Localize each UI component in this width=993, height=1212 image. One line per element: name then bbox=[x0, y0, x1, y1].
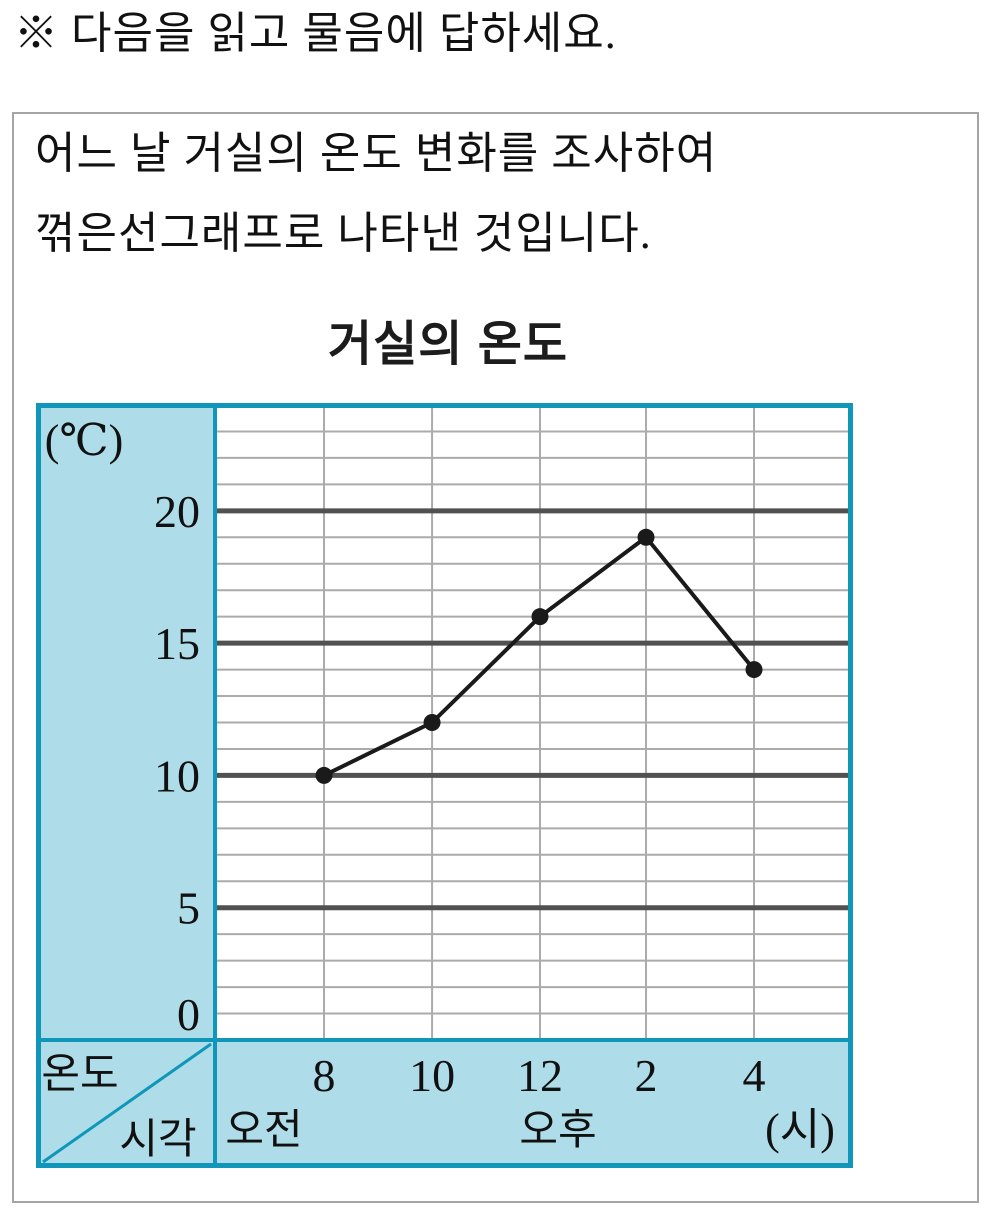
chart-title: 거실의 온도 bbox=[327, 318, 569, 371]
x-tick-label: 2 bbox=[635, 1050, 658, 1101]
x-tick-label: 4 bbox=[743, 1050, 766, 1101]
data-point bbox=[745, 661, 763, 679]
instruction-text: ※ 다음을 읽고 물음에 답하세요. bbox=[14, 9, 617, 58]
corner-diagonal bbox=[42, 1042, 212, 1164]
y-tick-label: 20 bbox=[154, 486, 200, 537]
x-tick-label: 10 bbox=[409, 1050, 455, 1101]
x-period-label-pm: 오후 bbox=[519, 1108, 596, 1154]
x-axis-unit-label: (시) bbox=[765, 1105, 835, 1154]
chart-frame bbox=[36, 403, 853, 1168]
corner-col-label: 시각 bbox=[119, 1117, 196, 1163]
corner-row-label: 온도 bbox=[41, 1052, 118, 1098]
x-tick-label: 12 bbox=[517, 1050, 563, 1101]
description-line-2: 꺾은선그래프로 나타낸 것입니다. bbox=[35, 209, 652, 258]
x-period-label-am: 오전 bbox=[225, 1108, 302, 1154]
y-axis-unit-label: (℃) bbox=[45, 416, 124, 465]
description-line-1: 어느 날 거실의 온도 변화를 조사하여 bbox=[35, 129, 718, 178]
problem-box: 어느 날 거실의 온도 변화를 조사하여 꺾은선그래프로 나타낸 것입니다. 거… bbox=[12, 112, 979, 1203]
y-tick-label: 10 bbox=[154, 750, 200, 801]
description-text: 어느 날 거실의 온도 변화를 조사하여 꺾은선그래프로 나타낸 것입니다. bbox=[35, 114, 717, 274]
data-point bbox=[637, 528, 655, 546]
data-point bbox=[315, 766, 333, 784]
data-point bbox=[531, 608, 549, 626]
y-tick-label: 0 bbox=[177, 989, 200, 1040]
x-tick-label: 8 bbox=[313, 1050, 336, 1101]
y-tick-label: 15 bbox=[154, 618, 200, 669]
y-tick-label: 5 bbox=[177, 883, 200, 934]
temperature-line-chart: (℃) 0 5 10 15 20 8 10 12 2 4 오전 오후 (시) 온도 시각 bbox=[36, 403, 853, 1168]
data-point bbox=[423, 714, 441, 731]
